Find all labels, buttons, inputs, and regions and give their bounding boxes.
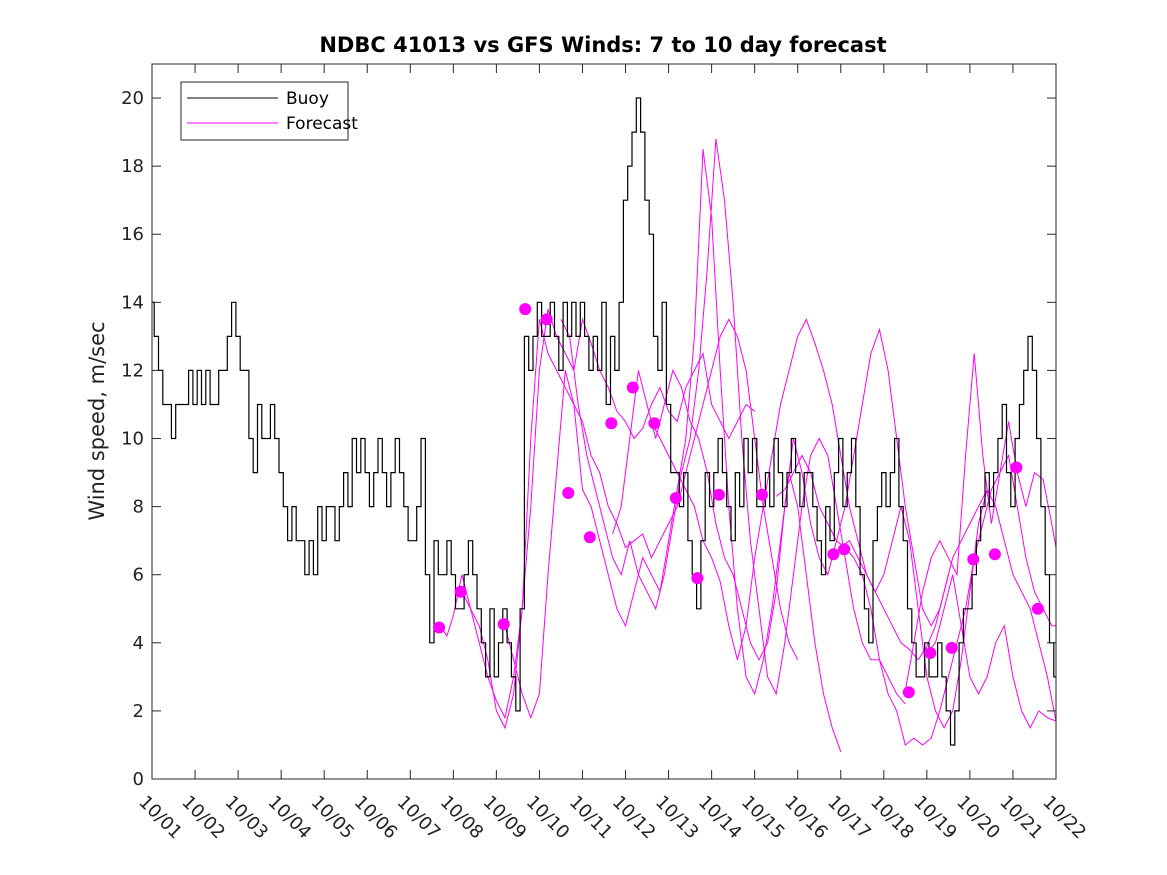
y-axis-label: Wind speed, m/sec xyxy=(85,321,109,520)
forecast-marker xyxy=(540,313,553,326)
forecast-series-group xyxy=(439,138,1056,752)
forecast-marker xyxy=(454,585,467,598)
forecast-line-6 xyxy=(775,453,1056,746)
y-tick-label: 14 xyxy=(121,292,144,313)
y-tick-label: 4 xyxy=(133,633,144,654)
forecast-marker xyxy=(519,303,532,316)
y-tick-label: 12 xyxy=(121,360,144,381)
forecast-marker xyxy=(583,531,596,544)
forecast-line-3 xyxy=(560,138,906,705)
y-tick-label: 20 xyxy=(121,88,144,109)
y-tick-label: 10 xyxy=(121,429,144,450)
forecast-marker xyxy=(712,488,725,501)
forecast-marker xyxy=(945,641,958,654)
y-axis: 0 2 4 6 8 10 12 14 16 18 20 xyxy=(121,88,1056,790)
forecast-marker xyxy=(902,686,915,699)
forecast-marker xyxy=(827,548,840,561)
forecast-marker xyxy=(691,572,704,585)
y-tick-label: 18 xyxy=(121,156,144,177)
buoy-line xyxy=(152,97,1056,746)
buoy-series-group xyxy=(152,97,1056,746)
forecast-marker xyxy=(626,381,639,394)
legend-box xyxy=(180,81,349,141)
forecast-marker xyxy=(967,553,980,566)
y-tick-label: 8 xyxy=(133,497,144,518)
y-tick-label: 6 xyxy=(133,565,144,586)
forecast-marker xyxy=(433,621,446,634)
y-tick-label: 2 xyxy=(133,701,144,722)
legend-buoy-label: Buoy xyxy=(286,89,329,109)
forecast-marker xyxy=(562,487,575,499)
y-tick-label: 0 xyxy=(133,769,144,790)
forecast-marker xyxy=(605,417,618,430)
forecast-marker xyxy=(1010,461,1023,474)
forecast-marker xyxy=(756,488,768,501)
forecast-marker xyxy=(497,618,510,631)
forecast-line-5 xyxy=(650,318,988,730)
forecast-markers-group xyxy=(433,303,1044,699)
forecast-marker xyxy=(838,543,851,556)
forecast-marker xyxy=(669,492,682,505)
forecast-marker xyxy=(988,548,1001,561)
forecast-line-4 xyxy=(612,327,949,661)
forecast-line-0 xyxy=(439,308,756,720)
forecast-marker xyxy=(1031,602,1044,615)
chart-title: NDBC 41013 vs GFS Winds: 7 to 10 day for… xyxy=(319,33,886,57)
forecast-line-7 xyxy=(831,488,1056,722)
forecast-marker xyxy=(648,417,661,430)
legend: Buoy Forecast xyxy=(180,81,358,141)
y-tick-label: 16 xyxy=(121,224,144,245)
forecast-line-8 xyxy=(904,353,1056,691)
legend-forecast-label: Forecast xyxy=(286,114,358,134)
forecast-line-9 xyxy=(926,574,1056,730)
forecast-marker xyxy=(924,647,937,659)
forecast-line-1 xyxy=(461,318,799,730)
plot-frame xyxy=(151,63,1057,780)
